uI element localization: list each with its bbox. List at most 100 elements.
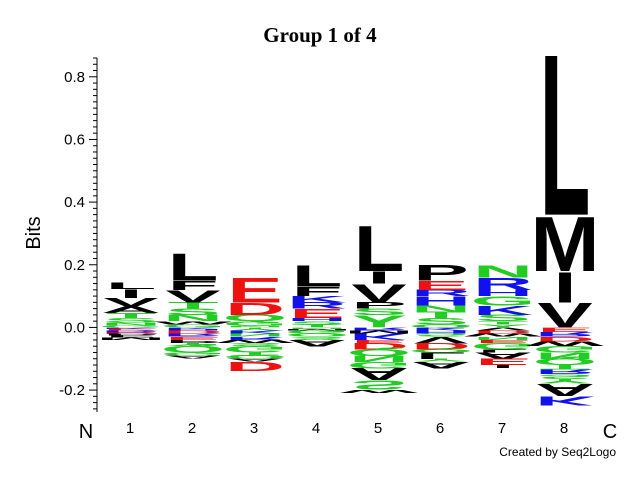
logo-letter-S: S xyxy=(475,313,530,323)
logo-letter-V: V xyxy=(103,296,159,310)
logo-letter-K: K xyxy=(349,332,409,342)
logo-letter-S: S xyxy=(351,307,406,317)
logo-letter-G: G xyxy=(471,341,535,351)
logo-letter-Q: Q xyxy=(409,324,473,329)
y-axis: -0.2 0.0 0.2 0.4 0.6 0.8 xyxy=(59,57,98,412)
logo-letter-F: F xyxy=(168,278,219,293)
logo-letter-E: E xyxy=(475,357,530,367)
logo-letter-M: M xyxy=(344,330,413,335)
logo-letter-T: T xyxy=(478,320,529,325)
logo-letter-Q: Q xyxy=(347,347,411,357)
logo-letter-H: H xyxy=(411,294,471,309)
logo-letter-G: G xyxy=(347,360,411,370)
logo-letter-A: A xyxy=(349,364,409,383)
logo-letter-Q: Q xyxy=(409,348,473,353)
logo-letter-Q: Q xyxy=(285,333,349,338)
logo-letter-T: T xyxy=(230,352,281,357)
logo-letter-D: D xyxy=(101,332,161,334)
logo-letter-A: A xyxy=(287,338,347,348)
logo-letter-Y: Y xyxy=(413,358,468,363)
logo-letter-R: R xyxy=(535,368,595,375)
logo-letter-G: G xyxy=(161,352,225,357)
logo-letter-N: N xyxy=(473,262,533,281)
logo-letter-K: K xyxy=(163,327,223,329)
logo-letter-D: D xyxy=(535,335,595,342)
x-tick-label: 6 xyxy=(436,420,444,437)
logo-letter-D: D xyxy=(473,330,533,335)
logo-letter-E: E xyxy=(537,326,592,333)
logo-letter-E: E xyxy=(413,278,468,293)
logo-letter-K: K xyxy=(225,330,285,335)
logo-letter-A: A xyxy=(411,360,471,370)
logo-letter-Y: Y xyxy=(351,312,406,331)
logo-letter-T: T xyxy=(168,301,219,311)
logo-letter-L: L xyxy=(168,245,219,289)
logo-letter-W: W xyxy=(464,333,543,338)
logo-letter-M: M xyxy=(282,328,351,330)
c-terminus-label: C xyxy=(603,421,617,443)
logo-letter-L: L xyxy=(416,351,467,361)
logo-letter-N: N xyxy=(163,313,223,323)
logo-letter-L: L xyxy=(478,348,529,353)
logo-letter-L: L xyxy=(106,282,157,292)
logo-letter-R: R xyxy=(473,274,533,293)
logo-letter-H: H xyxy=(287,317,347,322)
logo-stacks: GNSTAVILKERDPFMGWNSTVFLKHDREPYQGANGQDEYK… xyxy=(96,6,604,409)
logo-letter-E: E xyxy=(227,271,282,310)
logo-letter-K: K xyxy=(101,327,161,329)
x-tick-label: 8 xyxy=(560,420,568,437)
logo-letter-D: D xyxy=(349,341,409,351)
logo-letter-R: R xyxy=(287,301,347,311)
logo-letter-S: S xyxy=(351,378,406,393)
logo-letter-D: D xyxy=(225,299,285,318)
logo-letter-G: G xyxy=(533,344,597,354)
x-tick-label: 3 xyxy=(250,420,258,437)
logo-letter-E: E xyxy=(165,336,220,341)
logo-letter-L: L xyxy=(292,259,343,293)
y-axis-label: Bits xyxy=(23,216,45,249)
logo-letter-N: N xyxy=(349,354,409,364)
y-tick-label: -0.2 xyxy=(59,382,85,399)
logo-letter-W: W xyxy=(154,320,233,325)
logo-letter-A: A xyxy=(535,380,595,399)
x-tick-label: 2 xyxy=(188,420,196,437)
logo-letter-E: E xyxy=(103,328,158,331)
logo-letter-M: M xyxy=(530,201,599,288)
logo-letter-Q: Q xyxy=(223,313,287,323)
logo-letter-H: H xyxy=(163,328,223,330)
logo-letter-P: P xyxy=(413,261,468,285)
logo-letter-Q: Q xyxy=(161,344,225,354)
logo-letter-L: L xyxy=(354,212,405,286)
y-tick-label: 0.8 xyxy=(64,69,85,86)
logo-letter-N: N xyxy=(473,336,533,341)
logo-letter-A: A xyxy=(225,358,285,363)
logo-letter-S: S xyxy=(413,333,468,338)
logo-letter-R: R xyxy=(225,336,285,341)
logo-letter-R: R xyxy=(411,288,471,298)
logo-letter-T: T xyxy=(292,324,343,329)
logo-letter-T: T xyxy=(106,312,157,320)
logo-letter-A: A xyxy=(163,355,223,360)
logo-letter-S: S xyxy=(103,317,158,324)
logo-letter-H: H xyxy=(411,330,471,335)
logo-letter-V: V xyxy=(351,279,406,308)
logo-letter-R: R xyxy=(349,326,409,331)
logo-letter-D: D xyxy=(411,341,471,351)
x-tick-label: 1 xyxy=(126,420,134,437)
logo-letter-R: R xyxy=(101,330,161,333)
logo-letter-L: L xyxy=(540,6,591,264)
logo-letter-I: I xyxy=(491,364,514,369)
n-terminus-label: N xyxy=(79,421,93,443)
chart-title: Group 1 of 4 xyxy=(263,23,377,47)
logo-letter-D: D xyxy=(225,359,285,374)
logo-letter-Y: Y xyxy=(475,324,530,329)
y-tick-label: 0.2 xyxy=(64,257,85,274)
logo-letter-K: K xyxy=(287,295,347,305)
logo-letter-E: E xyxy=(475,339,530,344)
x-axis-labels: 1 2 3 4 5 6 7 8 xyxy=(126,420,568,437)
logo-letter-T: T xyxy=(540,364,591,371)
logo-letter-S: S xyxy=(165,307,220,317)
logo-letter-N: N xyxy=(225,325,285,327)
logo-letter-W: W xyxy=(340,389,419,394)
logo-letter-T: T xyxy=(416,310,467,320)
